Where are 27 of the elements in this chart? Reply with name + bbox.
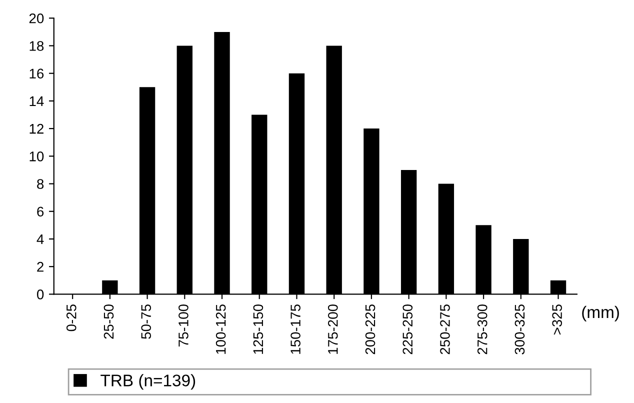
x-tick-label: 100-125 [216, 304, 226, 354]
x-tick-label: 175-200 [328, 304, 338, 354]
x-tick-label: 250-275 [440, 304, 450, 354]
x-tick-label: 225-250 [402, 304, 413, 354]
y-tick-label: 14 [30, 96, 44, 106]
x-tick-label: 0-25 [66, 304, 76, 332]
x-tick-label: >325 [552, 304, 562, 335]
y-tick-label: 10 [30, 151, 44, 162]
legend-label: TRB (n=139) [100, 374, 196, 390]
y-tick-label: 6 [37, 206, 44, 217]
x-tick-label: 200-225 [365, 304, 376, 354]
y-tick-label: 8 [37, 179, 44, 189]
y-tick-label: 20 [29, 13, 44, 24]
x-tick-label: 50-75 [141, 304, 152, 339]
x-axis-title: (mm) [582, 306, 619, 322]
y-tick-label: 2 [37, 262, 44, 272]
y-tick-label: 18 [30, 41, 44, 51]
x-tick-label: 150-175 [290, 304, 300, 354]
y-tick-label: 0 [36, 290, 44, 300]
y-tick-label: 4 [36, 234, 44, 244]
y-tick-label: 12 [30, 124, 44, 134]
x-tick-label: 300-325 [514, 304, 525, 354]
y-tick-label: 16 [30, 68, 44, 79]
x-tick-label: 275-300 [477, 304, 488, 354]
x-tick-label: 75-100 [178, 304, 188, 346]
x-tick-label: 125-150 [253, 304, 264, 354]
x-tick-label: 25-50 [104, 304, 114, 339]
